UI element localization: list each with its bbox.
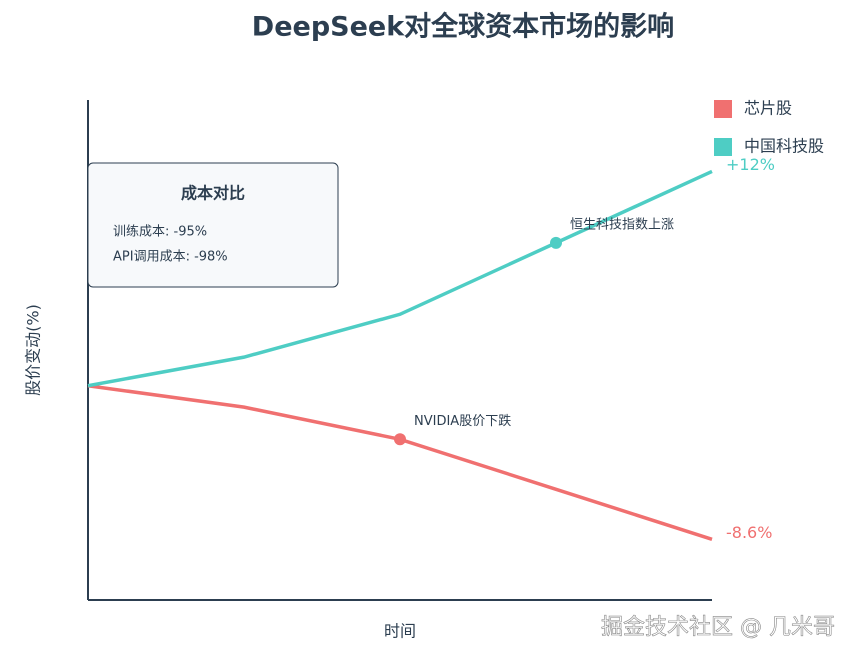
annotation-point (394, 433, 406, 446)
chart-title: DeepSeek对全球资本市场的影响 (252, 11, 674, 43)
y-axis-label: 股价变动(%) (24, 304, 43, 396)
value-label: +12% (726, 155, 775, 174)
legend-swatch (714, 100, 732, 118)
cost-box-line: 训练成本: -95% (113, 225, 207, 240)
legend-label: 中国科技股 (744, 137, 824, 156)
value-label: -8.6% (726, 523, 772, 542)
annotation-point (550, 236, 562, 249)
line (87, 383, 713, 541)
cost-box-frame (87, 162, 339, 288)
annotation: 恒生科技指数上涨 (570, 217, 674, 232)
legend-label: 芯片股 (744, 99, 792, 118)
line (87, 169, 713, 388)
x-axis-label: 时间 (384, 622, 416, 641)
watermark: 掘金技术社区 @ 几米哥 (601, 615, 835, 640)
legend-swatch (714, 138, 732, 156)
cost-box-line: API调用成本: -98% (113, 250, 228, 265)
annotation: NVIDIA股价下跌 (414, 413, 511, 429)
cost-box-title: 成本对比 (181, 184, 245, 203)
cost-box: 成本对比 训练成本: -95% API调用成本: -98% (87, 162, 339, 288)
